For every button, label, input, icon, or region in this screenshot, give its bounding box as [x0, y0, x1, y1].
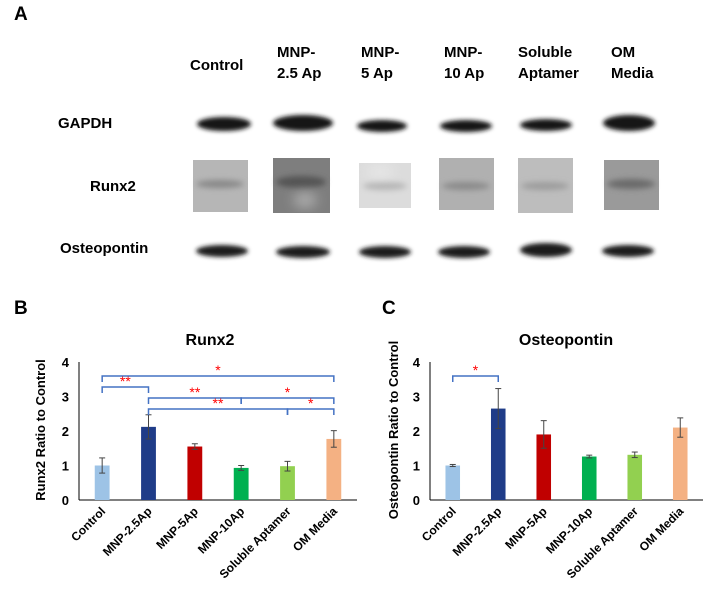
lane-header-line1: OM	[611, 44, 636, 61]
bar	[280, 466, 295, 500]
lane-header-mnp-10: MNP- 10 Ap	[444, 42, 484, 84]
blot-row-label-runx2: Runx2	[90, 178, 136, 195]
lane-header-line1: Soluble	[518, 44, 573, 61]
chart-title: Runx2	[186, 332, 235, 349]
lane-header-line1: MNP-	[277, 44, 316, 61]
bar	[326, 438, 342, 500]
y-axis-label: Osteopontin Ratio to Control	[386, 341, 401, 519]
lane-header-mnp-2-5: MNP- 2.5 Ap	[277, 42, 321, 84]
bar	[581, 456, 597, 500]
x-tick-label: OM Media	[636, 504, 686, 554]
x-tick-label: OM Media	[290, 504, 340, 554]
bar	[141, 426, 156, 500]
blot-row-label-osteopontin: Osteopontin	[60, 240, 149, 257]
y-tick-label: 4	[413, 355, 421, 370]
y-tick-label: 0	[413, 493, 420, 508]
bar	[233, 467, 249, 500]
bar	[627, 454, 643, 500]
y-axis-label: Runx2 Ratio to Control	[33, 359, 48, 501]
lane-header-line2: 5 Ap	[361, 65, 393, 82]
significance-label: *	[215, 362, 221, 378]
y-tick-label: 1	[62, 459, 69, 474]
panel-label-b: B	[14, 298, 28, 319]
bar	[536, 434, 552, 500]
x-tick-label: MNP-5Ap	[153, 504, 201, 552]
chart-title: Osteopontin	[519, 332, 613, 349]
significance-bracket	[101, 375, 335, 382]
significance-label: **	[189, 384, 200, 400]
x-tick-label: Control	[419, 504, 459, 544]
x-tick-label: MNP-2.5Ap	[450, 504, 505, 559]
y-tick-label: 3	[413, 390, 420, 405]
x-tick-label: MNP-2.5Ap	[100, 504, 155, 559]
y-tick-label: 2	[413, 424, 420, 439]
lane-header-line2: Media	[611, 65, 654, 82]
y-tick-label: 4	[62, 355, 70, 370]
significance-bracket	[101, 386, 150, 393]
lane-header-line2: Aptamer	[518, 65, 579, 82]
y-tick-label: 3	[62, 390, 69, 405]
significance-label: *	[473, 362, 479, 378]
bar	[672, 427, 688, 500]
lane-header-om-media: OM Media	[611, 42, 654, 84]
lane-header-line2: 2.5 Ap	[277, 65, 322, 82]
lane-header-control: Control	[190, 55, 243, 76]
significance-bracket	[452, 375, 499, 382]
lane-header-soluble-aptamer: Soluble Aptamer	[518, 42, 579, 84]
chart-osteopontin: Osteopontin Osteopontin Ratio to Control 0…	[386, 332, 703, 581]
significance-label: **	[120, 373, 131, 389]
blot-row-label-gapdh: GAPDH	[58, 115, 113, 132]
significance-bracket	[240, 397, 335, 404]
significance-label: **	[213, 395, 224, 411]
lane-header-mnp-5: MNP- 5 Ap	[361, 42, 399, 84]
bar	[445, 465, 461, 500]
significance-bracket	[286, 408, 335, 415]
western-blot-image	[193, 115, 659, 258]
lane-header-line1: Control	[190, 57, 244, 74]
bar	[94, 465, 110, 500]
significance-label: *	[285, 384, 291, 400]
panel-label-c: C	[382, 298, 396, 319]
lane-header-line2: 10 Ap	[444, 65, 485, 82]
panel-label-a: A	[14, 4, 28, 25]
bar	[187, 446, 203, 500]
x-tick-label: Control	[68, 504, 108, 544]
y-tick-label: 1	[413, 459, 420, 474]
y-tick-label: 2	[62, 424, 69, 439]
bar	[490, 408, 506, 500]
lane-header-line1: MNP-	[444, 44, 483, 61]
significance-label: *	[308, 395, 314, 411]
x-tick-label: MNP-5Ap	[502, 504, 550, 552]
y-tick-label: 0	[62, 493, 69, 508]
lane-header-line1: MNP-	[361, 44, 400, 61]
